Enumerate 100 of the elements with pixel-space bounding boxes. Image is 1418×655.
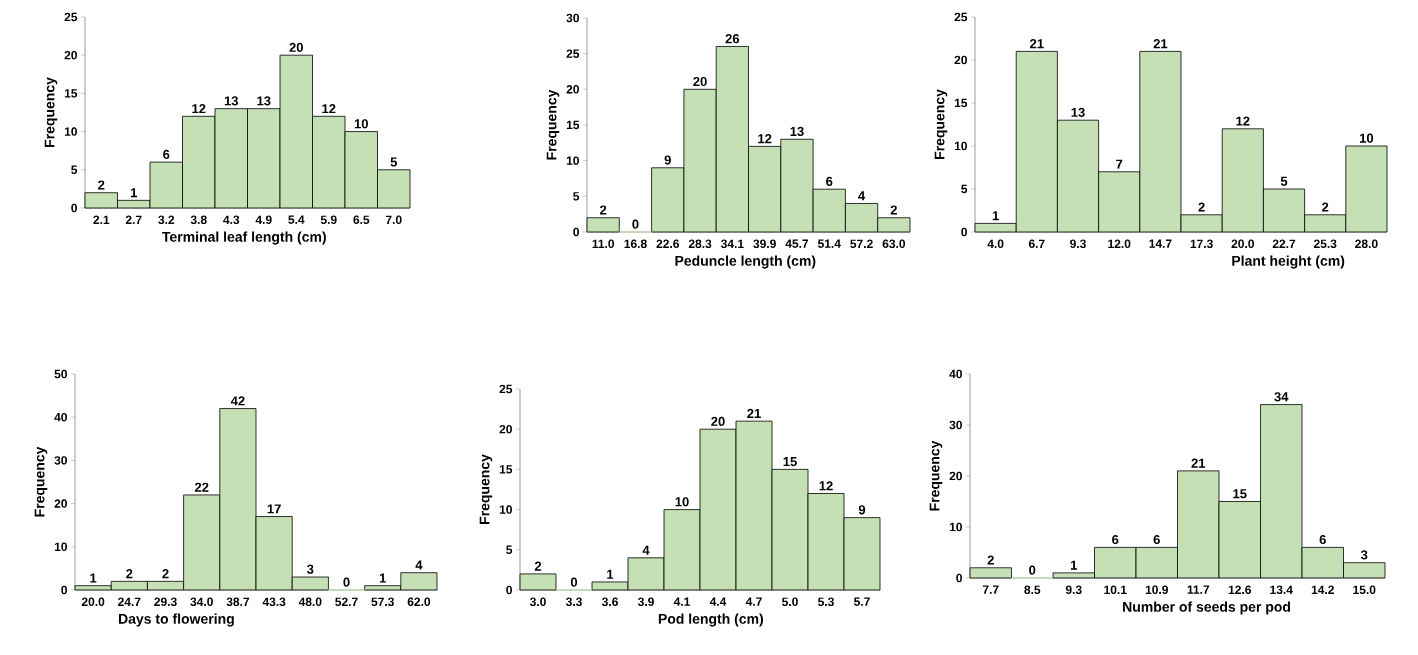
x-tick-label: 3.2 — [158, 215, 175, 225]
y-tick-label: 25 — [954, 12, 968, 22]
data-label: 7 — [1116, 159, 1123, 169]
x-tick-label: 14.2 — [1311, 585, 1334, 594]
data-label: 3 — [1360, 550, 1368, 560]
x-tick-label: 4.7 — [745, 597, 762, 606]
data-label: 1 — [90, 573, 97, 583]
x-tick-label: 34.0 — [190, 597, 213, 607]
y-tick-label: 25 — [566, 49, 580, 58]
y-tick-label: 10 — [954, 141, 967, 151]
data-label: 12 — [322, 104, 336, 114]
x-tick-label: 4.1 — [673, 597, 691, 606]
data-label: 2 — [890, 205, 897, 215]
data-label: 1 — [607, 569, 614, 579]
x-tick-label: 2.1 — [93, 215, 110, 224]
x-tick-label: 29.3 — [154, 597, 177, 607]
y-tick-label: 25 — [64, 12, 78, 22]
y-tick-label: 0 — [71, 203, 77, 213]
data-label: 1 — [992, 211, 999, 221]
data-label: 21 — [747, 408, 761, 418]
x-tick-label: 6.7 — [1028, 239, 1045, 249]
y-tick-label: 20 — [566, 85, 579, 94]
data-label: 6 — [1112, 534, 1119, 545]
y-tick-label: 20 — [949, 471, 962, 481]
y-tick-label: 20 — [64, 50, 77, 60]
x-tick-label: 4.0 — [987, 239, 1004, 249]
x-axis-title: Number of seeds per pod — [1123, 601, 1291, 615]
x-tick-label: 3.0 — [529, 597, 546, 607]
x-tick-label: 4.3 — [223, 215, 240, 225]
x-tick-label: 10.9 — [1145, 585, 1168, 595]
data-label: 20 — [289, 42, 303, 52]
y-tick-label: 20 — [499, 424, 512, 434]
x-tick-label: 43.3 — [262, 597, 286, 607]
data-label: 2 — [600, 205, 607, 215]
y-tick-label: 40 — [949, 369, 962, 379]
x-tick-label: 38.7 — [226, 597, 250, 607]
data-label: 0 — [632, 219, 639, 229]
x-axis-title: Pod length (cm) — [658, 613, 763, 627]
y-tick-label: 15 — [64, 89, 78, 98]
data-label: 2 — [534, 561, 542, 571]
x-tick-label: 3.6 — [601, 597, 618, 607]
y-tick-label: 5 — [71, 165, 78, 174]
data-label: 6 — [1319, 534, 1326, 545]
data-label: 1 — [1070, 560, 1078, 570]
data-label: 0 — [343, 577, 350, 587]
y-axis-title: Frequency — [546, 89, 560, 160]
data-label: 13 — [1071, 107, 1085, 117]
x-tick-label: 7.7 — [982, 585, 999, 594]
x-tick-label: 20.0 — [81, 597, 105, 607]
y-tick-label: 5 — [573, 192, 580, 201]
x-tick-label: 3.9 — [637, 597, 654, 607]
x-tick-label: 4.4 — [709, 597, 727, 606]
x-tick-label: 5.0 — [782, 597, 798, 607]
x-tick-label: 13.4 — [1270, 585, 1293, 595]
x-tick-label: 25.3 — [1313, 239, 1337, 249]
data-label: 20 — [693, 76, 707, 87]
x-tick-label: 14.7 — [1149, 239, 1172, 248]
y-axis-title: Frequency — [929, 440, 943, 511]
data-label: 6 — [1153, 534, 1160, 545]
y-axis-title: Frequency — [34, 446, 48, 517]
data-label: 1 — [130, 188, 138, 198]
data-label: 10 — [675, 497, 689, 507]
x-tick-label: 6.5 — [353, 215, 370, 225]
y-tick-label: 30 — [949, 420, 962, 430]
x-tick-label: 5.7 — [854, 597, 870, 606]
x-tick-label: 39.9 — [753, 239, 776, 249]
data-label: 4 — [642, 545, 650, 555]
y-tick-label: 50 — [54, 369, 67, 379]
x-tick-label: 10.1 — [1104, 585, 1127, 595]
data-label: 22 — [194, 482, 209, 492]
x-tick-label: 51.4 — [817, 239, 841, 248]
data-label: 5 — [390, 157, 398, 167]
x-axis-title: Days to flowering — [118, 613, 234, 627]
y-tick-label: 10 — [64, 127, 77, 136]
data-label: 13 — [257, 96, 271, 106]
y-tick-label: 0 — [573, 227, 579, 237]
x-tick-label: 20.0 — [1231, 239, 1254, 249]
y-tick-label: 20 — [54, 499, 67, 508]
y-tick-label: 30 — [566, 13, 579, 23]
y-tick-label: 10 — [566, 156, 579, 165]
x-tick-label: 5.4 — [288, 215, 305, 224]
x-tick-label: 17.3 — [1190, 239, 1213, 249]
data-label: 12 — [819, 481, 833, 491]
data-label: 2 — [98, 180, 105, 190]
data-label: 2 — [1198, 202, 1205, 212]
data-label: 9 — [858, 505, 866, 515]
x-tick-label: 2.7 — [125, 215, 142, 224]
x-tick-label: 12.0 — [1108, 239, 1131, 249]
y-tick-label: 0 — [506, 585, 512, 595]
data-label: 10 — [354, 119, 368, 129]
y-tick-label: 10 — [499, 505, 512, 514]
x-tick-label: 4.9 — [255, 215, 272, 225]
y-tick-label: 20 — [954, 55, 967, 65]
y-axis-title: Frequency — [479, 454, 493, 524]
data-label: 2 — [1322, 202, 1329, 212]
x-tick-label: 8.5 — [1024, 585, 1041, 595]
x-tick-label: 11.7 — [1187, 585, 1210, 594]
x-axis-title: Plant height (cm) — [1232, 255, 1345, 269]
y-tick-label: 15 — [566, 120, 580, 130]
x-tick-label: 11.0 — [592, 239, 615, 249]
